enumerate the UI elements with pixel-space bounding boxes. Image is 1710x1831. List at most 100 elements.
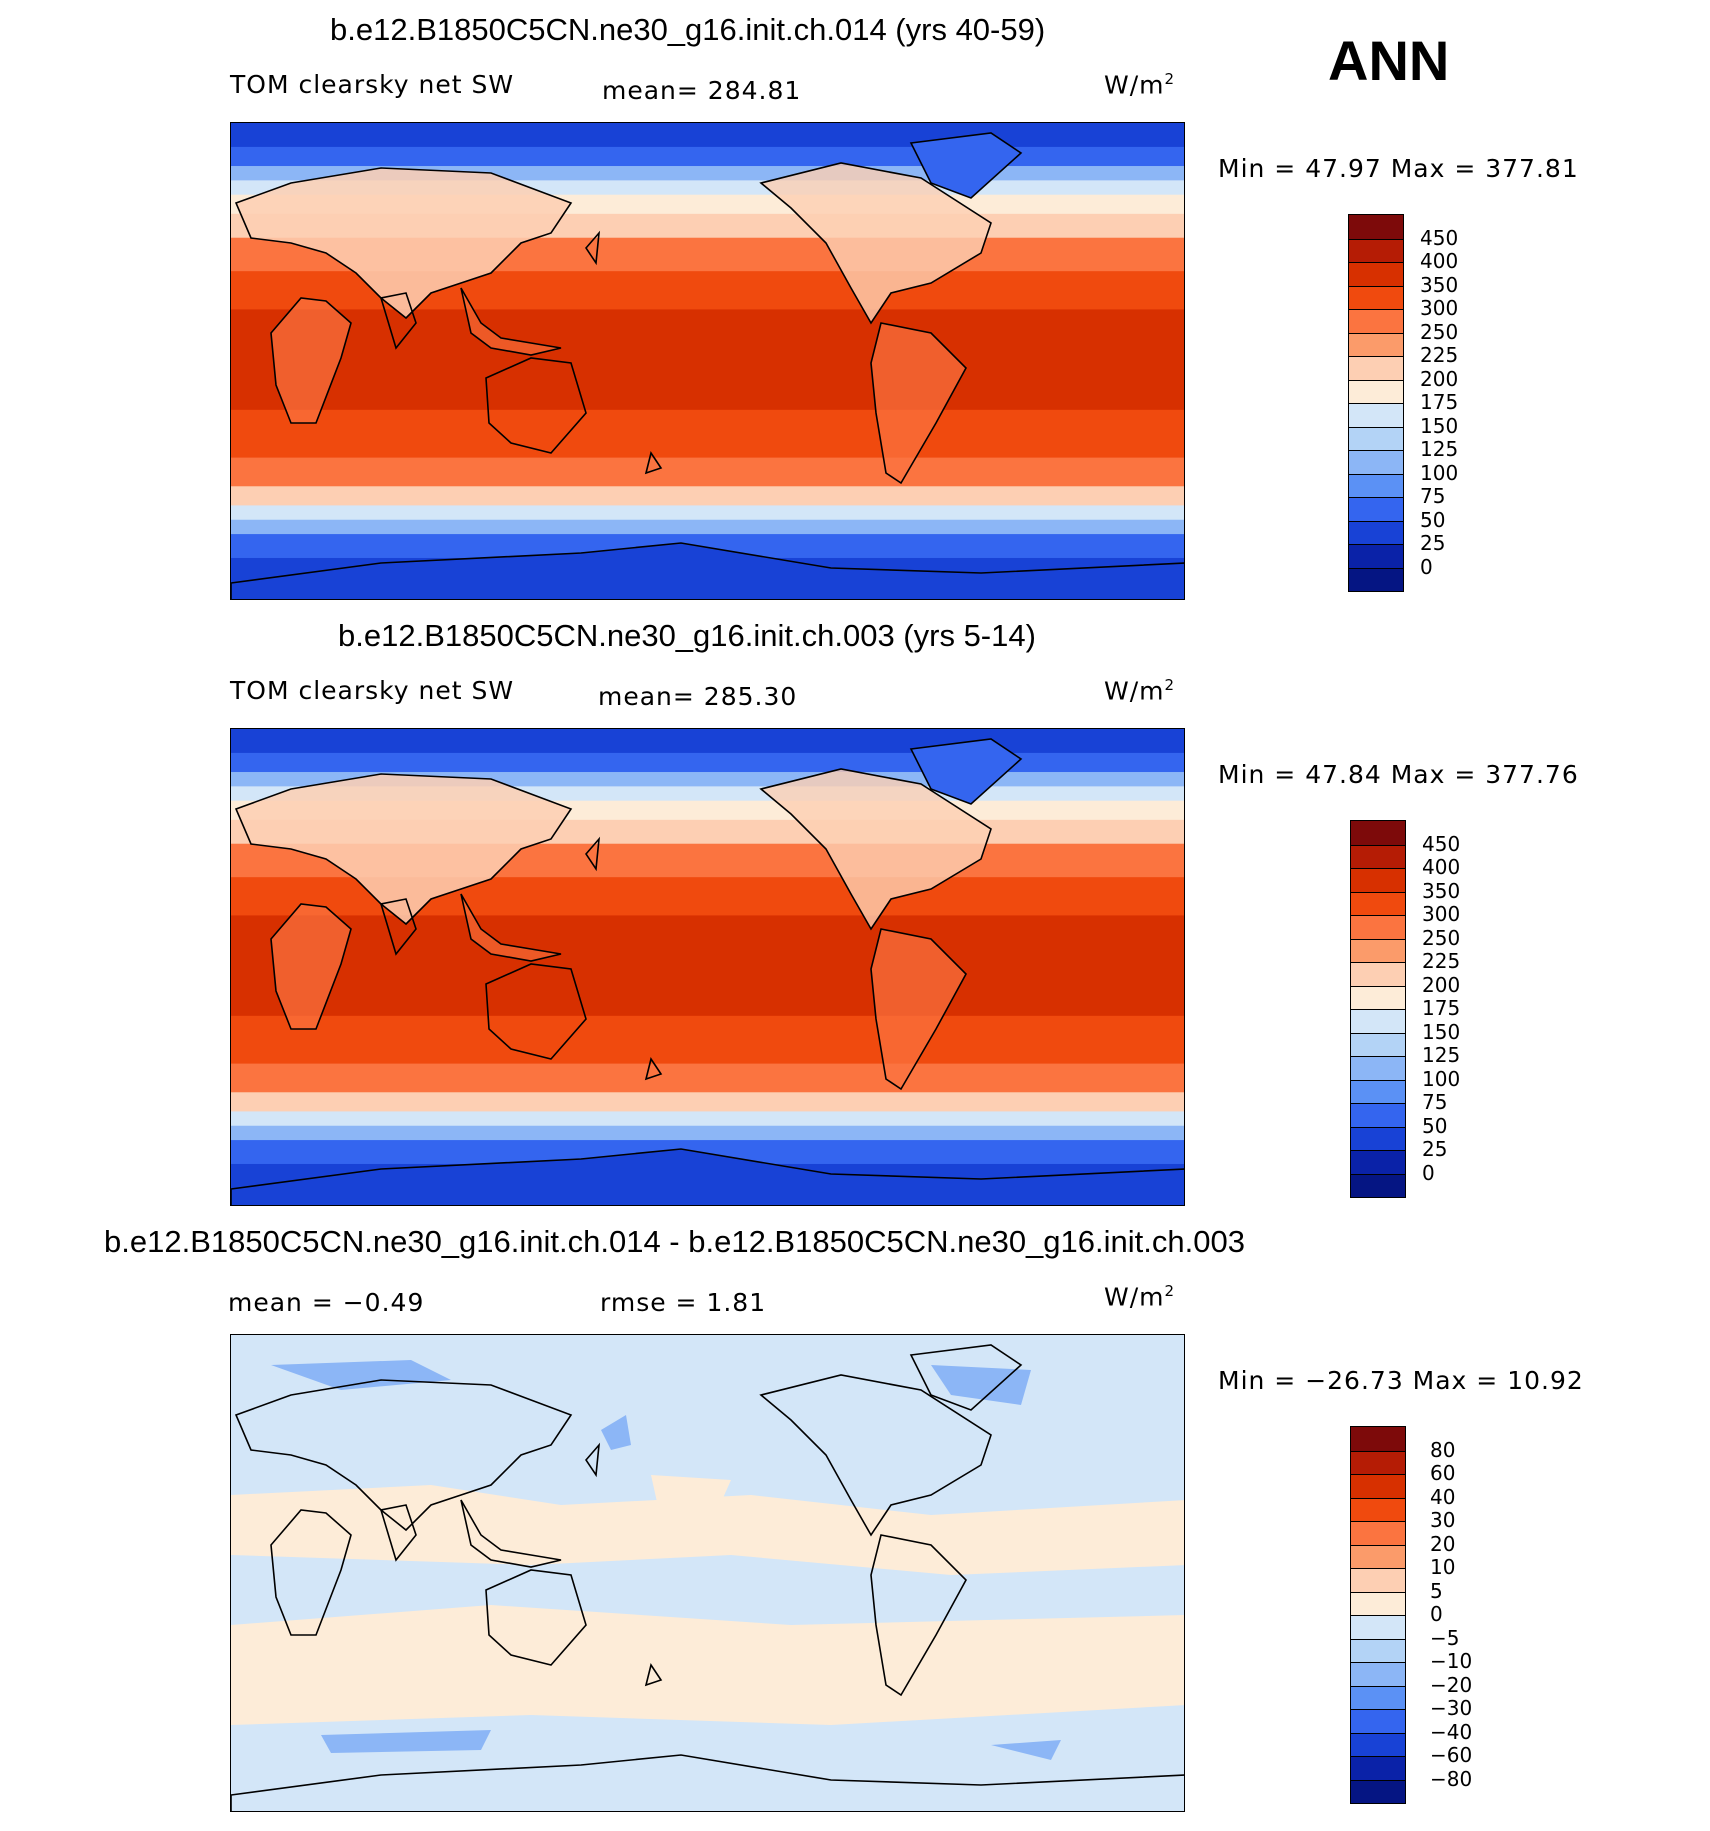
panel-2-map-field — [231, 729, 1184, 1205]
colorbar-tick-label: −30 — [1430, 1696, 1473, 1720]
colorbar-tick-label: 80 — [1430, 1437, 1456, 1462]
colorbar-tick-label: 40 — [1430, 1484, 1456, 1509]
colorbar-tick-label: 350 — [1422, 878, 1461, 903]
panel-2-units: W/m2 — [1104, 676, 1176, 706]
colorbar-tick-label: 30 — [1430, 1508, 1456, 1532]
colorbar-swatch — [1351, 1662, 1405, 1686]
colorbar-tick-label: 250 — [1420, 319, 1459, 344]
panel-3-mean: mean = −0.49 — [228, 1288, 425, 1317]
colorbar-swatch — [1351, 1756, 1405, 1780]
colorbar-tick-label: 400 — [1420, 249, 1459, 273]
panel-1-minmax: Min = 47.97 Max = 377.81 — [1218, 154, 1579, 183]
colorbar-swatch — [1351, 1591, 1405, 1615]
panel-2-minmax: Min = 47.84 Max = 377.76 — [1218, 760, 1579, 789]
colorbar-swatch — [1351, 1450, 1405, 1474]
colorbar-swatch — [1351, 1427, 1405, 1451]
colorbar-swatch — [1351, 1544, 1405, 1568]
colorbar-swatch — [1351, 1032, 1405, 1056]
colorbar-tick-label: 25 — [1420, 531, 1446, 555]
colorbar-tick-label: 125 — [1420, 437, 1459, 461]
colorbar-tick-label: −60 — [1430, 1743, 1473, 1767]
colorbar-tick-label: 75 — [1422, 1090, 1448, 1114]
colorbar-swatch — [1349, 473, 1403, 497]
colorbar-swatch — [1351, 1126, 1405, 1150]
colorbar-swatch — [1351, 1079, 1405, 1103]
colorbar-tick-label: 225 — [1420, 343, 1459, 367]
colorbar-swatch — [1349, 332, 1403, 356]
panel-1-units: W/m2 — [1104, 70, 1176, 100]
panel-2-variable: TOM clearsky net SW — [230, 676, 515, 705]
panel-2-colorbar — [1350, 820, 1406, 1198]
colorbar-tick-label: 300 — [1420, 296, 1459, 320]
colorbar-swatch — [1351, 821, 1405, 845]
colorbar-swatch — [1351, 1521, 1405, 1545]
colorbar-swatch — [1351, 891, 1405, 915]
season-label: ANN — [1328, 29, 1450, 92]
colorbar-tick-label: 20 — [1430, 1531, 1456, 1556]
colorbar-tick-label: 75 — [1420, 484, 1446, 508]
colorbar-swatch — [1349, 450, 1403, 474]
panel-3-map-field — [231, 1335, 1184, 1811]
colorbar-swatch — [1351, 1779, 1405, 1803]
colorbar-tick-label: 175 — [1420, 390, 1459, 414]
colorbar-tick-label: 200 — [1422, 972, 1461, 997]
colorbar-tick-label: −10 — [1430, 1649, 1473, 1673]
colorbar-swatch — [1351, 1173, 1405, 1197]
coastline — [231, 1344, 1184, 1811]
colorbar-swatch — [1351, 1150, 1405, 1174]
panel-1-map — [230, 122, 1185, 600]
colorbar-swatch — [1351, 985, 1405, 1009]
colorbar-swatch — [1351, 962, 1405, 986]
colorbar-swatch — [1351, 1474, 1405, 1498]
colorbar-swatch — [1349, 567, 1403, 591]
colorbar-swatch — [1351, 1685, 1405, 1709]
colorbar-tick-label: 50 — [1422, 1113, 1448, 1138]
colorbar-tick-label: 150 — [1422, 1019, 1461, 1044]
panel-3-units: W/m2 — [1104, 1282, 1176, 1312]
colorbar-tick-label: 100 — [1422, 1066, 1461, 1091]
colorbar-swatch — [1351, 1497, 1405, 1521]
colorbar-tick-label: 150 — [1420, 413, 1459, 438]
colorbar-swatch — [1351, 844, 1405, 868]
colorbar-tick-label: 250 — [1422, 925, 1461, 950]
panel-3-colorbar — [1350, 1426, 1406, 1804]
colorbar-tick-label: 175 — [1422, 996, 1461, 1020]
colorbar-tick-label: 10 — [1430, 1555, 1456, 1579]
panel-1-title: b.e12.B1850C5CN.ne30_g16.init.ch.014 (yr… — [330, 12, 1046, 47]
colorbar-swatch — [1349, 309, 1403, 333]
colorbar-tick-label: 0 — [1420, 554, 1433, 579]
coastline — [231, 132, 1184, 599]
colorbar-swatch — [1349, 215, 1403, 239]
colorbar-tick-label: 60 — [1430, 1461, 1456, 1485]
colorbar-tick-label: 200 — [1420, 366, 1459, 391]
colorbar-tick-label: 100 — [1420, 460, 1459, 485]
colorbar-tick-label: −80 — [1430, 1766, 1473, 1791]
colorbar-tick-label: 25 — [1422, 1137, 1448, 1161]
colorbar-swatch — [1351, 1103, 1405, 1127]
panel-3-rmse: rmse = 1.81 — [600, 1288, 767, 1317]
colorbar-swatch — [1349, 238, 1403, 262]
colorbar-swatch — [1349, 497, 1403, 521]
colorbar-tick-label: −40 — [1430, 1719, 1473, 1744]
colorbar-swatch — [1351, 1568, 1405, 1592]
colorbar-tick-label: 400 — [1422, 855, 1461, 879]
colorbar-tick-label: 5 — [1430, 1578, 1443, 1603]
panel-1-colorbar — [1348, 214, 1404, 592]
colorbar-swatch — [1351, 1709, 1405, 1733]
panel-1-mean: mean= 284.81 — [602, 76, 802, 105]
colorbar-swatch — [1349, 544, 1403, 568]
colorbar-swatch — [1349, 379, 1403, 403]
colorbar-tick-label: 350 — [1420, 272, 1459, 297]
panel-3-title: b.e12.B1850C5CN.ne30_g16.init.ch.014 - b… — [104, 1224, 1245, 1259]
colorbar-tick-label: 450 — [1422, 831, 1461, 856]
colorbar-tick-label: 225 — [1422, 949, 1461, 973]
coastline — [231, 738, 1184, 1205]
colorbar-tick-label: 0 — [1422, 1160, 1435, 1185]
panel-1-variable: TOM clearsky net SW — [230, 70, 515, 99]
colorbar-swatch — [1349, 520, 1403, 544]
colorbar-swatch — [1351, 1732, 1405, 1756]
colorbar-tick-label: −20 — [1430, 1672, 1473, 1697]
panel-2-title: b.e12.B1850C5CN.ne30_g16.init.ch.003 (yr… — [338, 618, 1036, 653]
colorbar-swatch — [1351, 915, 1405, 939]
colorbar-swatch — [1351, 1615, 1405, 1639]
